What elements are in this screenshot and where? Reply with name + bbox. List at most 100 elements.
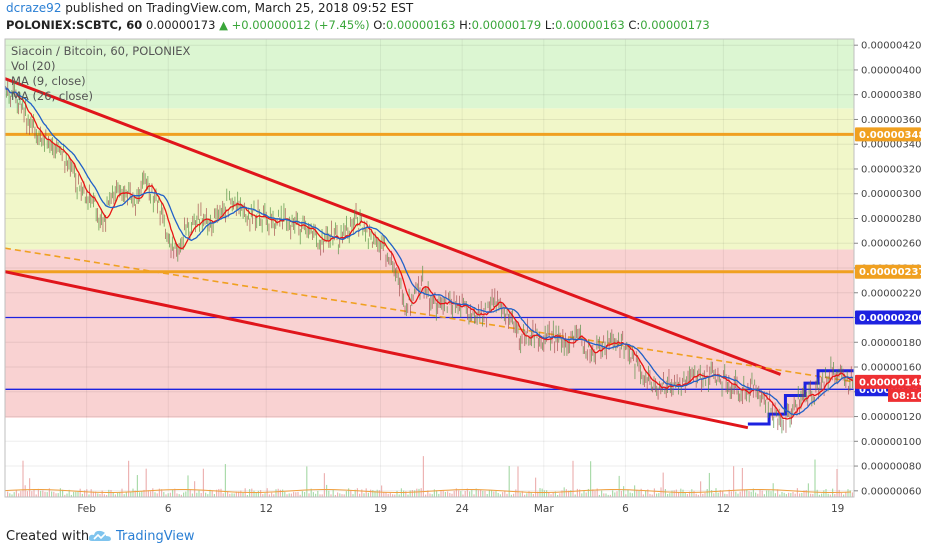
y-tick-label: 0.00000260 — [861, 239, 921, 250]
tradingview-cloud-icon[interactable] — [88, 529, 112, 543]
volume-bar — [748, 491, 750, 497]
volume-bar — [165, 494, 167, 497]
volume-bar — [484, 491, 486, 497]
volume-bar — [308, 493, 310, 497]
volume-bar — [684, 492, 686, 497]
volume-bar — [372, 490, 374, 497]
volume-bar — [81, 493, 83, 497]
volume-bar — [77, 491, 79, 497]
volume-bar — [249, 489, 251, 497]
author-link[interactable]: dcraze92 — [6, 1, 62, 15]
symbol-label: POLONIEX:SCBTC, 60 — [6, 18, 143, 32]
legend-item[interactable]: Siacoin / Bitcoin, 60, POLONIEX — [11, 44, 191, 58]
x-tick-label: 12 — [260, 503, 273, 515]
volume-bar — [374, 491, 376, 497]
volume-bar — [277, 488, 279, 497]
volume-bar — [438, 493, 440, 497]
volume-bar — [535, 477, 537, 497]
legend-item[interactable]: Vol (20) — [11, 59, 55, 73]
volume-bar — [722, 491, 724, 497]
close-key: C: — [628, 18, 641, 32]
volume-bar — [794, 493, 796, 497]
volume-bar — [198, 490, 200, 497]
volume-bar — [334, 494, 336, 497]
volume-bar — [128, 460, 130, 497]
volume-bar — [790, 493, 792, 497]
volume-bar — [761, 490, 763, 497]
volume-bar — [304, 491, 306, 497]
volume-bar — [601, 490, 603, 497]
y-tick-label: 0.00000360 — [861, 115, 921, 126]
last-price-label-box — [855, 374, 921, 389]
volume-bar — [647, 489, 649, 497]
volume-bar — [521, 491, 523, 497]
volume-bar — [695, 493, 697, 497]
volume-bar — [805, 489, 807, 497]
volume-bar — [620, 490, 622, 497]
level-label: 0.00000348 — [859, 130, 925, 141]
volume-bar — [532, 494, 534, 497]
volume-bar — [79, 488, 81, 497]
volume-bar — [279, 489, 281, 497]
volume-bar — [717, 492, 719, 497]
level-label-box — [855, 310, 921, 325]
volume-bar — [493, 491, 495, 497]
level-label-box — [855, 127, 921, 142]
volume-bar — [636, 489, 638, 497]
volume-bar — [112, 492, 114, 497]
volume-bar — [312, 492, 314, 497]
volume-bar — [746, 489, 748, 497]
level-label: 0.00000200 — [859, 313, 925, 324]
volume-bar — [90, 489, 92, 497]
volume-bar — [816, 489, 818, 497]
volume-bar — [403, 490, 405, 497]
volume-bar — [491, 490, 493, 497]
volume-bar — [502, 492, 504, 497]
x-tick-label: Feb — [77, 503, 96, 515]
volume-bar — [618, 475, 620, 497]
volume-bar — [598, 494, 600, 497]
volume-bar — [488, 490, 490, 497]
legend-item[interactable]: MA (9, close) — [11, 74, 86, 88]
volume-bar — [196, 492, 198, 497]
volume-bar — [326, 484, 328, 497]
volume-bar — [702, 493, 704, 497]
volume-bar — [130, 491, 132, 497]
volume-bar — [147, 490, 149, 497]
x-tick-label: 24 — [455, 503, 469, 515]
volume-bar — [161, 489, 163, 497]
volume-bar — [367, 492, 369, 497]
volume-bar — [596, 488, 598, 497]
volume-bar — [20, 491, 22, 497]
volume-bar — [88, 494, 90, 497]
y-tick-label: 0.00000380 — [861, 90, 921, 101]
volume-bar — [330, 494, 332, 497]
legend-item[interactable]: MA (26, close) — [11, 89, 93, 103]
high-value: 0.00000179 — [471, 18, 542, 32]
volume-bar — [515, 489, 517, 497]
volume-bar — [574, 494, 576, 497]
volume-bar — [229, 493, 231, 497]
tradingview-brand-link[interactable]: TradingView — [116, 529, 195, 544]
high-key: H: — [459, 18, 472, 32]
footer: Created with TradingView — [0, 523, 932, 550]
ma-26-line — [4, 85, 853, 416]
volume-bar — [84, 490, 86, 497]
volume-bar — [7, 491, 9, 497]
volume-bar — [97, 493, 99, 497]
level-label-box — [855, 264, 921, 279]
created-with-text: Created with — [6, 529, 90, 544]
volume-bar — [95, 491, 97, 497]
volume-bar — [706, 489, 708, 497]
volume-bar — [416, 488, 418, 497]
volume-bar — [246, 494, 248, 497]
volume-bar — [768, 490, 770, 497]
volume-bar — [394, 494, 396, 497]
volume-bar — [455, 488, 457, 497]
volume-bar — [253, 490, 255, 497]
volume-bar — [543, 490, 545, 497]
volume-bar — [640, 488, 642, 497]
volume-bar — [189, 489, 191, 497]
volume-bar — [581, 493, 583, 497]
